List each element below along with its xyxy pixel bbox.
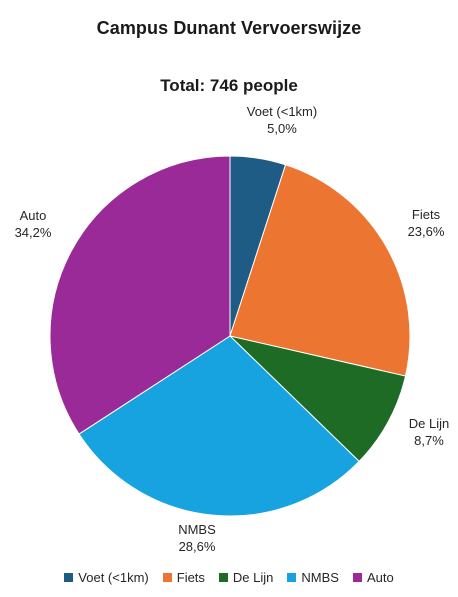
legend-label: De Lijn — [232, 570, 274, 585]
slice-label-value: 28,6% — [179, 539, 216, 554]
slice-label-name: Auto — [20, 208, 47, 223]
slice-label-value: 34,2% — [15, 225, 52, 240]
legend-label: NMBS — [301, 570, 339, 585]
slice-label-value: 5,0% — [267, 121, 297, 136]
legend-swatch — [162, 573, 172, 582]
legend-label: Voet (<1km) — [78, 570, 149, 585]
pie-slices — [49, 155, 411, 517]
chart-title: Campus Dunant Vervoerswijze — [96, 18, 362, 38]
legend-swatch — [218, 573, 228, 582]
slice-label-auto: Auto 34,2% — [15, 208, 52, 240]
slice-label-name: Voet (<1km) — [247, 104, 317, 119]
pie-labels: Voet (<1km) 5,0% Fiets 23,6% De Lijn 8,7% NMBS… — [15, 104, 450, 554]
pie-chart: Voet (<1km) 5,0% Fiets 23,6% De Lijn 8,7% NMBS… — [15, 104, 450, 554]
legend-swatch — [352, 573, 362, 582]
legend-item-de-lijn: De Lijn — [218, 570, 274, 585]
chart-subtitle: Total: 746 people — [160, 76, 298, 95]
pie-slice-fiets — [229, 164, 411, 377]
slice-label-name: NMBS — [178, 522, 216, 537]
pie-slice-de-lijn — [228, 335, 407, 463]
legend-swatch — [287, 573, 297, 582]
slice-label-name: Fiets — [412, 207, 441, 222]
pie-slice-nmbs — [78, 335, 360, 517]
slice-label-voet-1km: Voet (<1km) 5,0% — [247, 104, 317, 136]
slice-label-name: De Lijn — [409, 416, 449, 431]
slice-label-de-lijn: De Lijn 8,7% — [409, 416, 449, 448]
legend-item-auto: Auto — [352, 570, 394, 585]
pie-slice-auto — [49, 155, 231, 435]
slice-label-value: 8,7% — [414, 433, 444, 448]
legend-item-fiets: Fiets — [162, 570, 205, 585]
slice-label-value: 23,6% — [408, 224, 445, 239]
legend-item-voet-1km: Voet (<1km) — [64, 570, 149, 585]
legend-swatch — [64, 573, 74, 582]
slice-label-nmbs: NMBS 28,6% — [178, 522, 216, 554]
slice-label-fiets: Fiets 23,6% — [408, 207, 445, 239]
legend-label: Fiets — [176, 570, 205, 585]
legend-item-nmbs: NMBS — [287, 570, 339, 585]
legend: Voet (<1km) Fiets De Lijn NMBS Auto — [0, 570, 458, 585]
legend-label: Auto — [366, 570, 394, 585]
